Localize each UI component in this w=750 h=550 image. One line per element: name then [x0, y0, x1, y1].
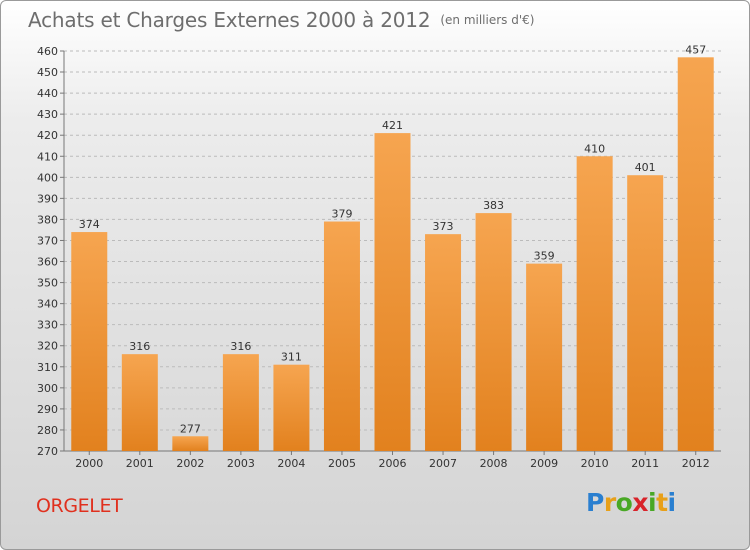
bar [121, 354, 158, 451]
y-tick-label: 360 [37, 256, 58, 269]
bar-value-label: 316 [129, 340, 150, 353]
x-tick-label: 2001 [126, 457, 154, 470]
x-tick-label: 2012 [682, 457, 710, 470]
y-axis-ticks: 270 280 290 300 310 320 330 340 350 360 370 380 390 4… [37, 45, 64, 458]
bar [526, 263, 563, 451]
chart-title-block: Achats et Charges Externes 2000 à 2012 (e… [28, 8, 534, 32]
bar [627, 175, 664, 452]
x-tick-label: 2006 [379, 457, 407, 470]
logo-letter: x [632, 488, 648, 517]
logo-letter: r [603, 488, 616, 517]
bar-value-label: 373 [433, 220, 454, 233]
y-tick-label: 320 [37, 340, 58, 353]
y-tick-label: 270 [37, 445, 58, 458]
bar [222, 354, 259, 451]
bar-value-label: 311 [281, 351, 302, 364]
bar-value-label: 316 [230, 340, 251, 353]
logo-letter: i [648, 488, 657, 517]
x-tick-label: 2003 [227, 457, 255, 470]
y-tick-label: 390 [37, 192, 58, 205]
y-tick-label: 410 [37, 150, 58, 163]
bar [576, 156, 613, 451]
x-tick-label: 2011 [631, 457, 659, 470]
bar-value-label: 410 [584, 142, 605, 155]
x-tick-label: 2002 [176, 457, 204, 470]
x-tick-label: 2007 [429, 457, 457, 470]
y-tick-label: 340 [37, 298, 58, 311]
y-tick-label: 290 [37, 403, 58, 416]
y-tick-label: 430 [37, 108, 58, 121]
x-tick-label: 2010 [581, 457, 609, 470]
bar-value-label: 401 [635, 161, 656, 174]
x-tick-label: 2008 [480, 457, 508, 470]
bar-value-label: 379 [331, 208, 352, 221]
x-tick-label: 2004 [277, 457, 305, 470]
y-tick-label: 310 [37, 361, 58, 374]
x-tick-label: 2009 [530, 457, 558, 470]
town-name: ORGELET [36, 495, 123, 517]
bar [425, 234, 462, 451]
bars: 374 316 277 316 311 379 421 373 383 359 410 401 457 [71, 43, 714, 452]
x-tick-label: 2005 [328, 457, 356, 470]
y-tick-label: 350 [37, 277, 58, 290]
bar-value-label: 457 [685, 43, 706, 56]
bar [71, 232, 108, 451]
chart-title: Achats et Charges Externes 2000 à 2012 [28, 8, 431, 32]
logo-letter: o [615, 488, 633, 517]
y-tick-label: 380 [37, 213, 58, 226]
y-tick-label: 450 [37, 66, 58, 79]
proxiti-logo[interactable]: Proxiti [586, 488, 676, 517]
bar [374, 133, 411, 451]
bar [172, 436, 209, 451]
y-tick-label: 420 [37, 129, 58, 142]
x-axis-ticks: 2000 2001 2002 2003 2004 2005 2006 2007 2008 2009… [75, 451, 710, 470]
chart-subtitle: (en milliers d'€) [440, 13, 535, 27]
bar-value-label: 277 [180, 422, 201, 435]
y-tick-label: 300 [37, 382, 58, 395]
bar-value-label: 359 [534, 250, 555, 263]
bar [475, 213, 512, 451]
logo-letter: t [656, 488, 668, 517]
y-tick-label: 460 [37, 45, 58, 58]
logo-letter: i [667, 488, 677, 517]
bar [677, 57, 714, 451]
bar-value-label: 421 [382, 119, 403, 132]
y-tick-label: 440 [37, 87, 58, 100]
x-tick-label: 2000 [75, 457, 103, 470]
bar-value-label: 374 [79, 218, 100, 231]
y-tick-label: 370 [37, 234, 58, 247]
y-tick-label: 400 [37, 171, 58, 184]
bar [273, 364, 310, 451]
logo-letter: P [586, 488, 604, 517]
y-tick-label: 280 [37, 424, 58, 437]
y-tick-label: 330 [37, 319, 58, 332]
bar [323, 221, 360, 451]
bar-value-label: 383 [483, 199, 504, 212]
